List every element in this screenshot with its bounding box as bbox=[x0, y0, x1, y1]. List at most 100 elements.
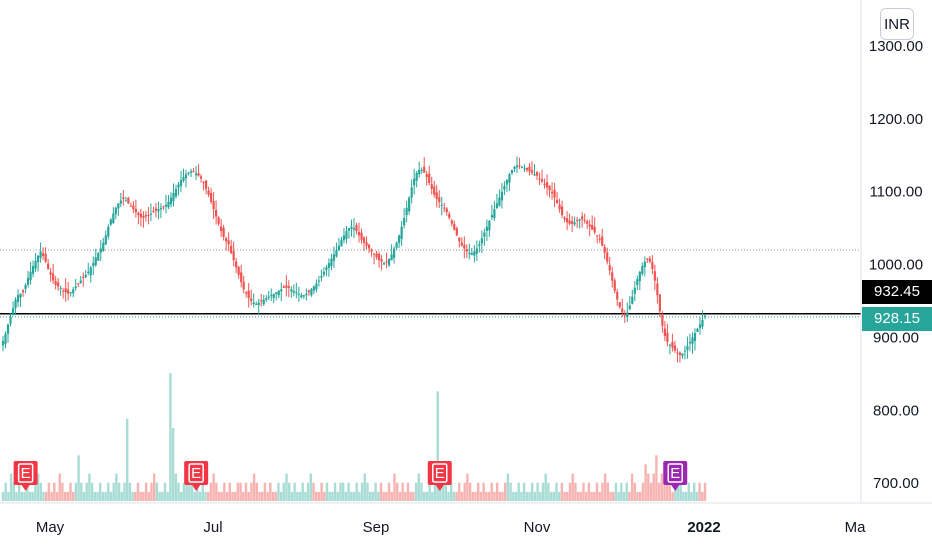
volume-bar bbox=[115, 473, 118, 501]
candle-body bbox=[360, 232, 363, 240]
volume-bar bbox=[606, 482, 609, 501]
candle-body bbox=[475, 248, 478, 254]
volume-bar bbox=[312, 482, 315, 501]
candle-body bbox=[701, 319, 704, 327]
candle-body bbox=[285, 285, 288, 288]
earnings-badge-frame bbox=[667, 463, 683, 483]
volume-bar bbox=[622, 491, 626, 501]
time-axis[interactable]: May Jul Sep Nov 2022 Ma bbox=[36, 519, 866, 536]
candle-body bbox=[510, 169, 514, 174]
candle-body bbox=[107, 226, 110, 237]
volume-bar bbox=[309, 473, 312, 501]
volume-bar bbox=[363, 473, 366, 501]
volume-bar bbox=[298, 491, 302, 501]
candle-body bbox=[34, 260, 37, 269]
candle-body bbox=[453, 223, 456, 230]
volume-bar bbox=[82, 491, 86, 501]
price-tick-label: 800.00 bbox=[873, 402, 919, 419]
candle-body bbox=[265, 298, 268, 300]
candle-body bbox=[292, 290, 295, 293]
candle-body bbox=[508, 174, 511, 183]
volume-bar bbox=[234, 491, 237, 501]
candle-body bbox=[488, 220, 491, 231]
volume-bar bbox=[498, 491, 501, 501]
volume-bar bbox=[439, 482, 442, 501]
earnings-badge bbox=[427, 461, 452, 491]
volume-bar bbox=[504, 482, 507, 501]
volume-bar bbox=[247, 491, 250, 501]
volume-bar bbox=[185, 482, 188, 501]
candle-body bbox=[300, 295, 303, 298]
candle-body bbox=[137, 212, 140, 216]
volume-bar bbox=[679, 482, 682, 501]
volume-bar bbox=[47, 482, 51, 501]
candle-body bbox=[648, 258, 651, 262]
volume-bar bbox=[377, 491, 380, 501]
volume-bar bbox=[134, 491, 137, 501]
candle-body bbox=[365, 242, 368, 246]
volume-bar bbox=[433, 482, 437, 501]
candle-body bbox=[478, 244, 481, 246]
candle-body bbox=[613, 280, 616, 291]
price-axis[interactable]: 1300.00 1200.00 1100.00 1000.00 900.00 800.00… bbox=[869, 38, 923, 492]
volume-bar bbox=[547, 482, 550, 501]
volume-bar bbox=[639, 491, 642, 501]
candle-body bbox=[408, 197, 411, 212]
volume-bar bbox=[77, 455, 80, 501]
earnings-marker[interactable]: E bbox=[663, 461, 688, 491]
volume-bar bbox=[463, 482, 466, 501]
candle-body bbox=[19, 293, 22, 298]
candle-body bbox=[194, 173, 198, 176]
candle-body bbox=[119, 200, 122, 204]
earnings-marker[interactable]: E bbox=[13, 461, 38, 491]
candle-body bbox=[102, 242, 105, 252]
candle-body bbox=[636, 279, 639, 285]
volume-bar bbox=[698, 482, 701, 501]
volume-bar bbox=[360, 482, 364, 501]
volume-bar bbox=[252, 473, 256, 501]
volume-bar bbox=[15, 491, 18, 501]
volume-bar bbox=[34, 482, 37, 501]
volume-bar bbox=[501, 491, 504, 501]
price-tick-label: 700.00 bbox=[873, 475, 919, 492]
candle-body bbox=[495, 203, 499, 209]
candle-body bbox=[683, 350, 687, 352]
candle-body bbox=[423, 166, 426, 173]
candle-body bbox=[696, 328, 699, 332]
volume-bar bbox=[520, 491, 523, 501]
volume-bar bbox=[628, 491, 631, 501]
candle-body bbox=[538, 178, 541, 180]
candle-body bbox=[463, 244, 466, 249]
earnings-marker[interactable]: E bbox=[427, 461, 452, 491]
volume-bar bbox=[409, 491, 412, 501]
candle-body bbox=[327, 263, 331, 268]
candle-body bbox=[465, 249, 468, 252]
volume-bar bbox=[641, 482, 645, 501]
candle-body bbox=[345, 231, 348, 239]
candle-body bbox=[189, 171, 193, 173]
candle-body bbox=[651, 261, 654, 269]
volume-bar bbox=[401, 482, 404, 501]
earnings-badge-label: E bbox=[191, 465, 201, 482]
currency-button[interactable]: INR bbox=[880, 8, 914, 40]
candle-body bbox=[618, 302, 621, 307]
candle-body bbox=[448, 213, 451, 218]
candle-body bbox=[628, 305, 631, 310]
volume-bar bbox=[676, 473, 680, 501]
volume-bar bbox=[333, 482, 337, 501]
candle-body bbox=[438, 197, 441, 202]
candle-body bbox=[147, 215, 150, 217]
candle-body bbox=[79, 280, 82, 283]
volume-bar bbox=[582, 482, 585, 501]
volume-bar bbox=[531, 482, 534, 501]
volume-bar bbox=[633, 482, 636, 501]
candle-body bbox=[16, 295, 20, 303]
candle-body bbox=[425, 174, 428, 178]
candle-body bbox=[646, 258, 649, 260]
earnings-marker[interactable]: E bbox=[184, 461, 209, 491]
candle-body bbox=[676, 352, 679, 354]
candle-body bbox=[673, 345, 677, 351]
volume-bar bbox=[120, 491, 123, 501]
candlesticks bbox=[1, 156, 707, 363]
